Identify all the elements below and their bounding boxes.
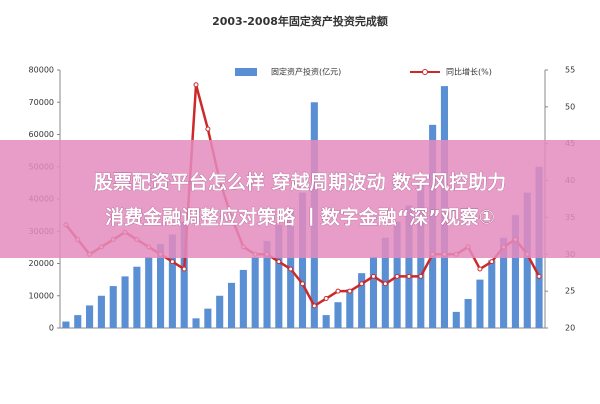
bar xyxy=(216,295,224,328)
y-tick-label: 70000 xyxy=(29,98,54,107)
bar xyxy=(452,311,460,328)
bar xyxy=(168,234,176,328)
bar xyxy=(157,244,165,328)
y-tick-label: 80000 xyxy=(29,66,54,75)
y2-tick-label: 55 xyxy=(565,66,575,75)
y-tick-label: 0 xyxy=(49,324,54,333)
point xyxy=(394,273,400,279)
bar xyxy=(488,260,496,328)
bar xyxy=(405,205,413,328)
legend-label: 固定资产投资(亿元) xyxy=(271,67,341,77)
bar xyxy=(121,276,129,328)
y2-tick-label: 50 xyxy=(565,102,575,111)
banner-line: 股票配资平台怎么样 穿越周期波动 数字风控助力 xyxy=(94,171,506,194)
bar xyxy=(133,266,141,328)
bar xyxy=(180,221,188,328)
legend-swatch xyxy=(235,68,257,76)
bar xyxy=(464,298,472,328)
bar xyxy=(227,282,236,328)
point xyxy=(288,266,294,272)
bar xyxy=(346,289,354,328)
point xyxy=(276,259,282,265)
bar xyxy=(251,257,259,328)
bar xyxy=(263,240,271,328)
point xyxy=(205,126,211,132)
bar xyxy=(334,302,342,328)
legend: 固定资产投资(亿元) 同比增长(%) xyxy=(235,67,492,77)
banner-line: 消费金融调整应对策略 丨数字金融“深”观察① xyxy=(105,206,495,229)
bar xyxy=(322,315,330,328)
point xyxy=(335,288,341,294)
bar xyxy=(298,192,307,328)
y-tick-label: 20000 xyxy=(29,259,54,268)
point xyxy=(477,266,483,272)
bar xyxy=(204,308,212,328)
bar xyxy=(109,286,117,328)
bar xyxy=(523,192,531,328)
point xyxy=(418,273,424,279)
legend-label: 同比增长(%) xyxy=(446,67,492,77)
bar xyxy=(500,237,508,328)
bar xyxy=(97,295,105,328)
point xyxy=(181,266,187,272)
point xyxy=(406,273,412,279)
point xyxy=(311,303,317,309)
point xyxy=(536,273,542,279)
point xyxy=(169,259,175,265)
bar xyxy=(511,215,519,328)
bar xyxy=(275,224,283,328)
legend-swatch xyxy=(422,69,428,75)
point xyxy=(382,281,388,287)
y-tick-label: 60000 xyxy=(29,130,54,139)
bar xyxy=(192,318,200,328)
point xyxy=(347,288,353,294)
bar xyxy=(62,321,70,328)
bar xyxy=(358,273,366,328)
point xyxy=(300,281,305,287)
bar xyxy=(239,269,247,328)
y-tick-label: 10000 xyxy=(29,291,54,300)
chart-title: 2003-2008年固定资产投资完成额 xyxy=(212,14,388,28)
bar xyxy=(74,315,82,328)
bar xyxy=(145,257,153,328)
y2-tick-label: 25 xyxy=(565,287,575,296)
point xyxy=(489,259,495,265)
banner-bg xyxy=(0,140,600,258)
bar xyxy=(369,257,378,328)
point xyxy=(359,281,365,287)
point xyxy=(370,273,376,279)
point xyxy=(193,82,199,88)
y2-tick-label: 20 xyxy=(565,324,575,333)
bar xyxy=(476,279,484,328)
point xyxy=(323,296,329,302)
bar xyxy=(86,305,94,328)
